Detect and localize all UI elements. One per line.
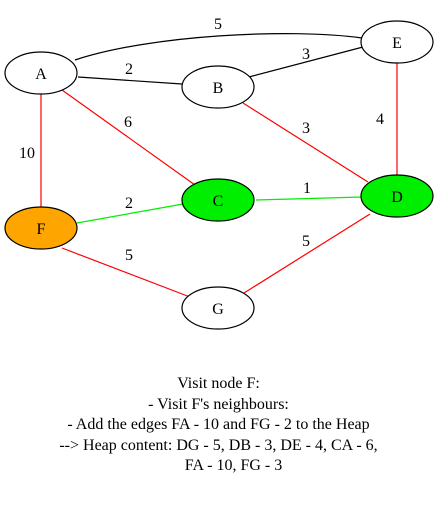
node-a [4, 51, 78, 95]
edge-b-d-weight: 3 [302, 120, 310, 137]
node-g [181, 286, 255, 330]
caption-line-1: Visit node F: [177, 375, 260, 392]
edge-g-d-weight: 5 [302, 233, 310, 250]
graph-diagram: 5 2 3 6 10 3 4 1 2 5 5 A [4, 16, 434, 330]
edge-f-c [76, 203, 184, 224]
edge-f-g-weight: 5 [125, 247, 133, 264]
edge-b-e-weight: 3 [302, 46, 310, 63]
caption-line-3: - Add the edges FA - 10 and FG - 2 to th… [67, 416, 370, 433]
edge-a-f-weight: 10 [19, 145, 35, 162]
step-caption: Visit node F: - Visit F's neighbours: - … [0, 374, 437, 477]
node-c-label: C [213, 193, 224, 210]
node-a-label: A [35, 66, 47, 83]
node-e [360, 20, 434, 64]
nodes-layer: A B E C D F G [4, 20, 434, 330]
edge-a-b [77, 76, 183, 85]
edge-f-c-weight: 2 [125, 195, 133, 212]
node-e-label: E [392, 35, 402, 52]
caption-line-2: - Visit F's neighbours: [148, 395, 289, 413]
edge-a-e-weight: 5 [214, 16, 222, 33]
edge-b-e [244, 46, 364, 79]
node-d [360, 174, 434, 218]
node-c [181, 178, 255, 222]
edges-layer: 5 2 3 6 10 3 4 1 2 5 5 [19, 16, 398, 298]
node-f [4, 206, 78, 250]
caption-line-5: FA - 10, FG - 3 [184, 457, 283, 474]
edge-a-c-weight: 6 [124, 114, 132, 131]
edge-f-g [61, 247, 191, 298]
node-b-label: B [213, 80, 224, 97]
edge-c-d [255, 196, 363, 201]
edge-a-e [74, 33, 363, 61]
edge-g-d [243, 213, 371, 294]
node-f-label: F [37, 221, 46, 238]
node-b [181, 65, 255, 109]
edge-b-d [242, 102, 369, 183]
edge-e-d-weight: 4 [376, 111, 384, 128]
caption-line-4: --> Heap content: DG - 5, DB - 3, DE - 4… [59, 436, 378, 454]
edge-a-b-weight: 2 [125, 61, 133, 78]
edge-a-c [61, 89, 196, 186]
edge-c-d-weight: 1 [303, 180, 311, 197]
node-d-label: D [391, 189, 403, 206]
node-g-label: G [212, 301, 224, 318]
